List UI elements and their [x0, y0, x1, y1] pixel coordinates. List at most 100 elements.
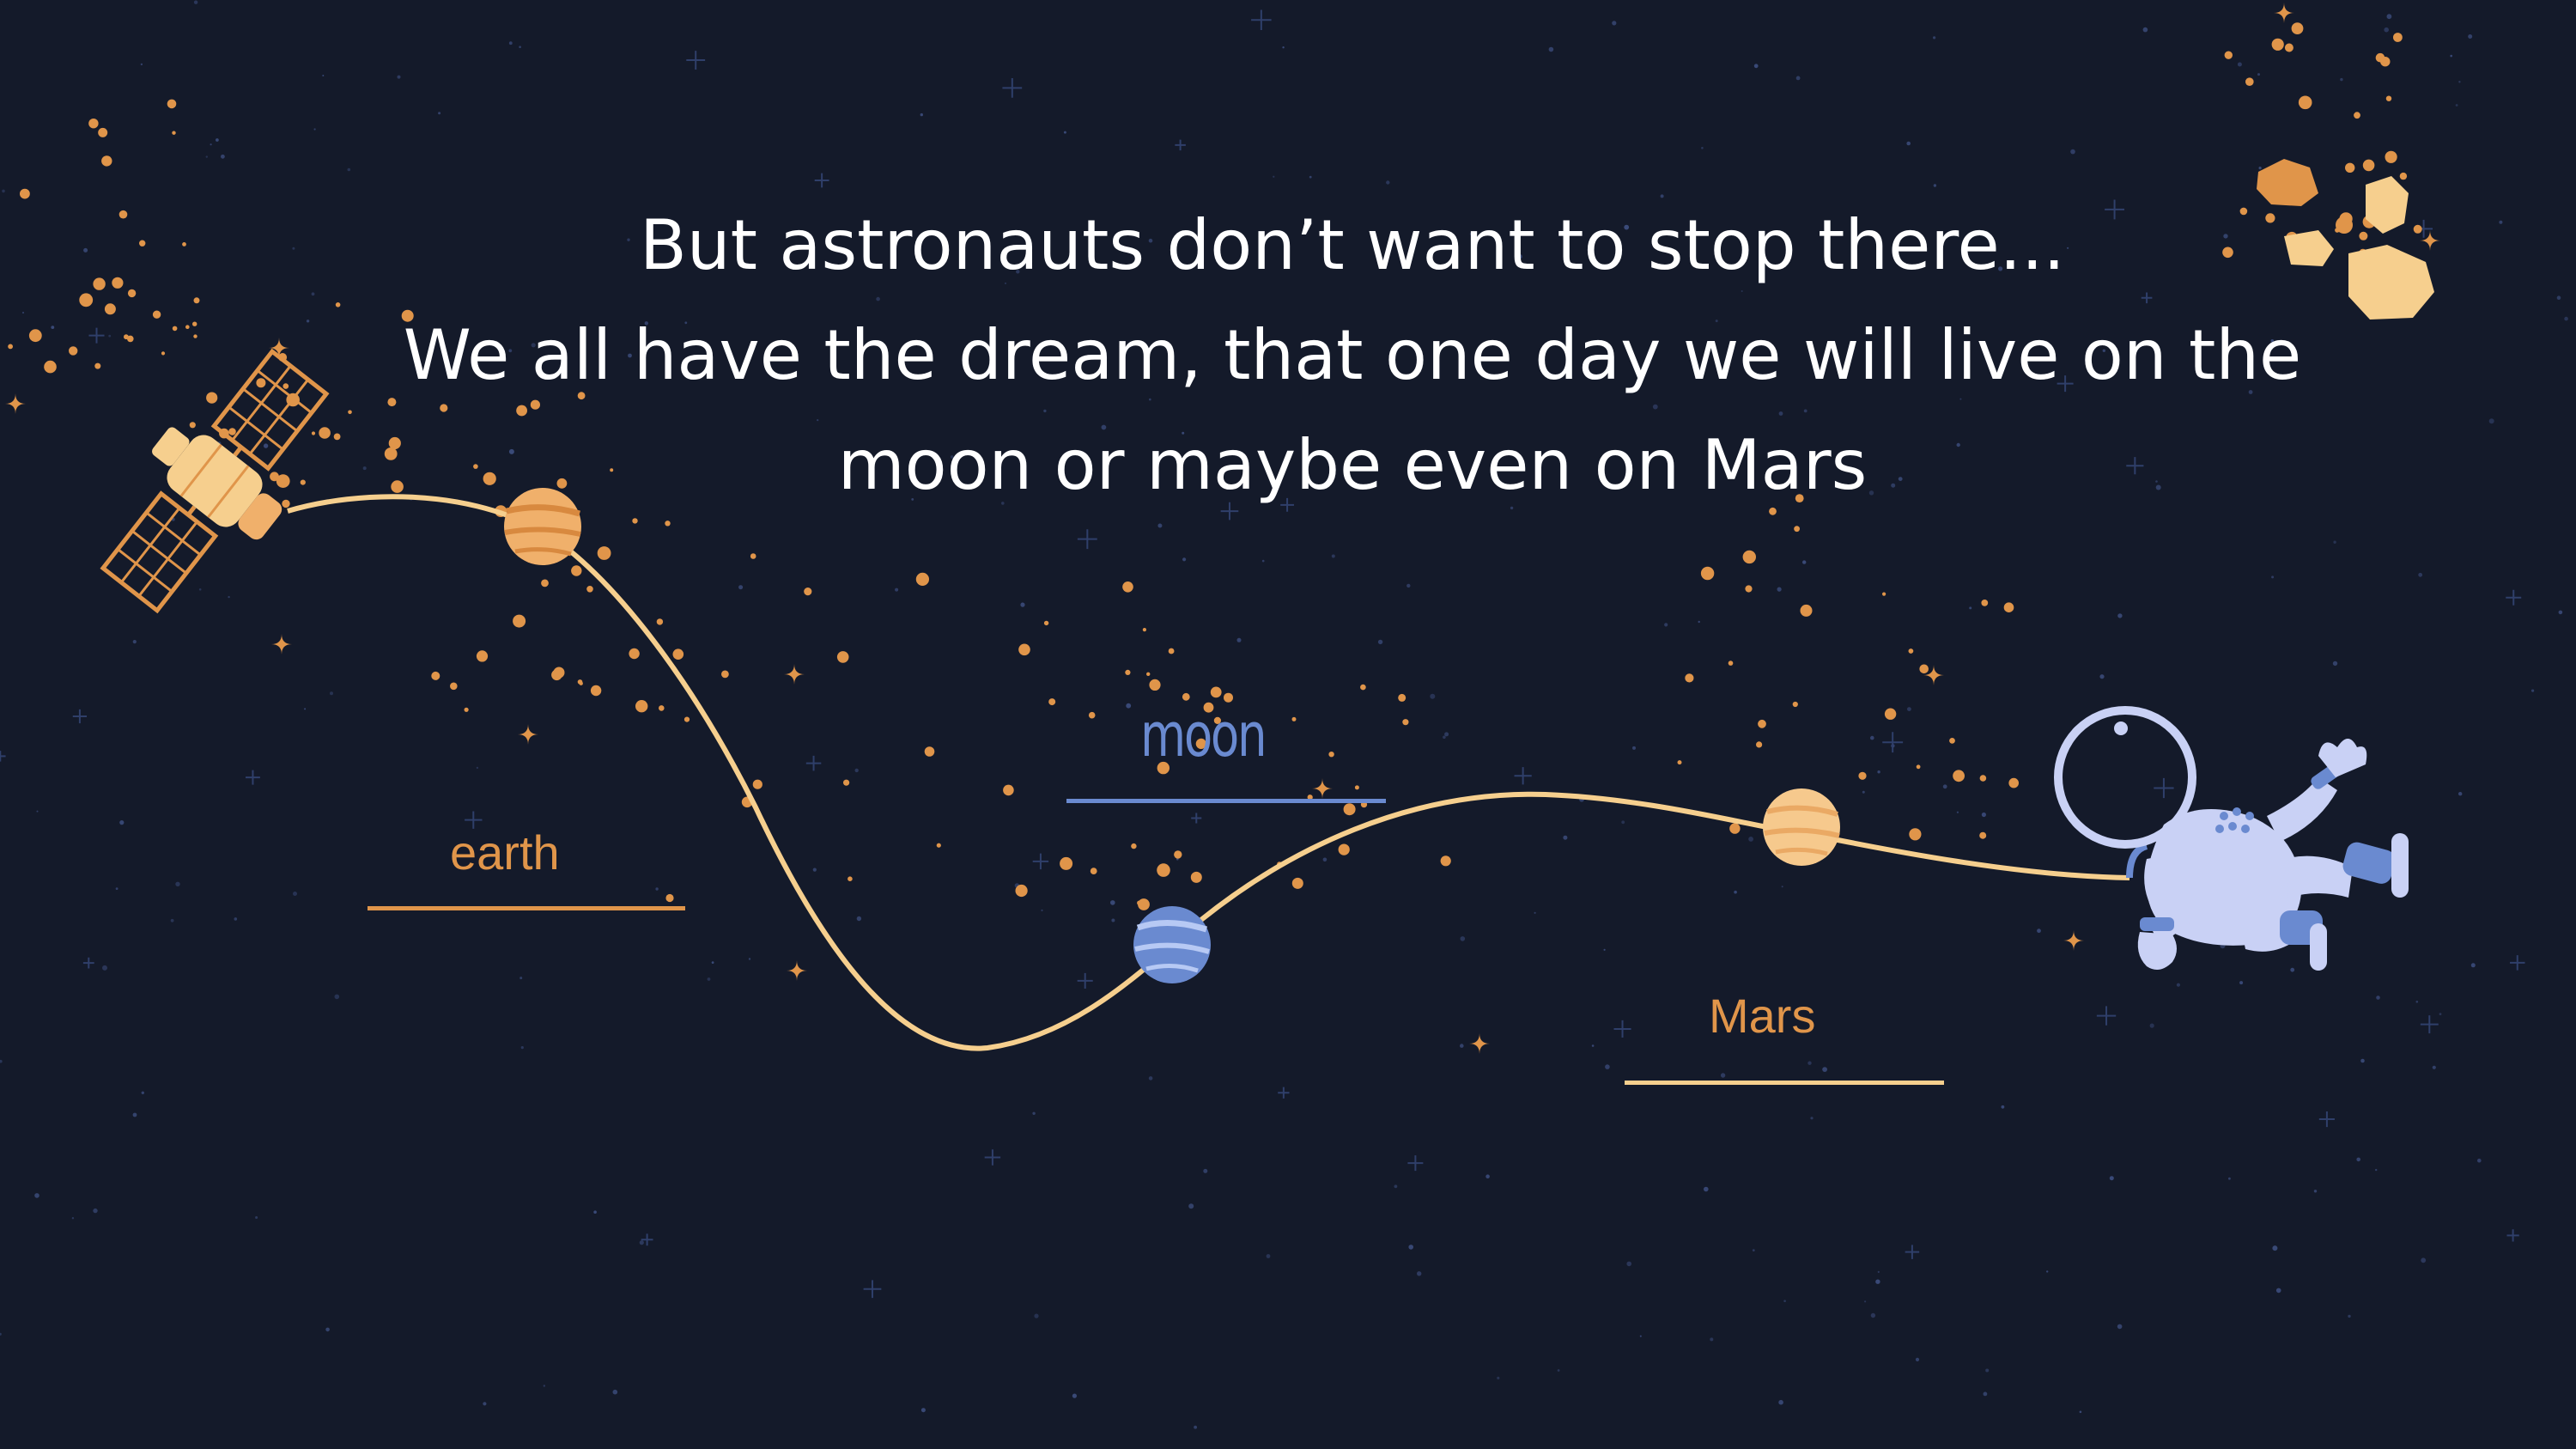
orange-dust-dot — [2298, 95, 2312, 110]
background-star — [263, 443, 269, 448]
background-cross-star — [88, 327, 105, 344]
background-star — [856, 916, 862, 922]
background-star — [1698, 620, 1700, 624]
background-star — [2239, 981, 2244, 985]
orange-dust-dot — [1909, 828, 1922, 841]
background-cross-star — [0, 751, 6, 762]
orange-dust-dot — [193, 334, 197, 338]
background-star — [325, 1327, 330, 1332]
orange-dust-dot — [388, 436, 401, 450]
background-star — [2376, 995, 2380, 1000]
background-star — [1802, 560, 1807, 564]
background-cross-star — [2096, 1006, 2117, 1026]
background-cross-star — [2057, 375, 2074, 393]
orange-dust-dot — [104, 303, 116, 315]
background-star — [1282, 46, 1285, 49]
orange-dust-dot — [2003, 602, 2014, 612]
background-star — [520, 1046, 524, 1050]
background-star — [1273, 175, 1275, 178]
background-cross-star — [1032, 853, 1049, 870]
sparkle-icon — [518, 724, 538, 745]
orange-dust-dot — [553, 667, 565, 679]
background-cross-star — [72, 709, 88, 724]
orange-dust-dot — [1745, 585, 1753, 593]
background-star — [1915, 1357, 1920, 1361]
background-star — [1444, 732, 1449, 737]
orange-dust-dot — [843, 779, 850, 786]
orange-dust-dot — [1949, 738, 1955, 744]
orange-dust-dot — [276, 474, 290, 488]
background-star — [1557, 1369, 1560, 1372]
orange-dust-dot — [1979, 775, 1987, 782]
background-star — [508, 349, 513, 353]
background-star — [1956, 442, 1960, 447]
background-star — [2432, 1065, 2436, 1069]
orange-dust-dot — [139, 240, 146, 247]
orange-dust-dot — [283, 383, 289, 389]
orange-dust-dot — [1307, 795, 1313, 801]
background-star — [2531, 689, 2535, 692]
background-star — [170, 918, 174, 922]
orange-dust-dot — [610, 468, 614, 472]
orange-dust-dot — [391, 480, 404, 493]
background-star — [1469, 233, 1473, 235]
background-star — [311, 292, 315, 296]
background-star — [2, 189, 5, 193]
background-star — [2155, 480, 2158, 483]
orange-dust-dot — [450, 682, 458, 691]
background-star — [895, 588, 899, 592]
orange-dust-dot — [586, 586, 593, 593]
sparkle-icon — [1312, 778, 1333, 799]
background-star — [2142, 27, 2148, 33]
background-star — [543, 1385, 545, 1387]
background-star — [2117, 613, 2123, 618]
background-star — [306, 320, 310, 323]
background-star — [2248, 390, 2253, 394]
orange-dust-dot — [88, 119, 99, 129]
mars-planet-icon — [1763, 788, 1840, 866]
orange-dust-dot — [172, 131, 176, 135]
orange-dust-dot — [152, 310, 161, 319]
orange-dust-dot — [185, 325, 190, 330]
astronaut-icon — [2054, 706, 2409, 971]
background-star — [175, 881, 180, 887]
mars-label: Mars — [1709, 989, 1816, 1043]
background-star — [1612, 21, 1617, 26]
background-star — [2450, 54, 2452, 58]
background-star — [1182, 557, 1187, 562]
background-star — [221, 154, 225, 159]
background-star — [2109, 1176, 2114, 1181]
background-star — [1720, 1073, 1726, 1078]
background-star — [1906, 141, 1911, 146]
background-star — [1149, 398, 1151, 401]
background-cross-star — [863, 1280, 882, 1299]
background-star — [2228, 1177, 2231, 1180]
background-star — [1998, 266, 2003, 271]
orange-dust-dot — [1440, 855, 1451, 867]
orange-dust-dot — [101, 155, 112, 167]
orange-dust-dot — [2265, 213, 2275, 223]
background-star — [2237, 62, 2242, 67]
background-star — [83, 247, 88, 253]
background-star — [2415, 1001, 2419, 1003]
background-star — [1753, 64, 1759, 69]
orange-dust-dot — [1794, 526, 1801, 533]
orange-dust-dot — [118, 210, 128, 219]
orange-dust-dot — [629, 648, 640, 660]
background-star — [2499, 220, 2503, 224]
background-star — [1969, 606, 1972, 610]
orange-dust-dot — [2385, 150, 2397, 163]
background-star — [193, 0, 198, 4]
orange-dust-dot — [28, 329, 42, 343]
orange-dust-dot — [161, 351, 166, 356]
background-star — [1907, 707, 1911, 711]
background-star — [362, 466, 367, 471]
orange-dust-dot — [1210, 686, 1222, 698]
sparkle-icon — [1923, 665, 1944, 685]
background-star — [1877, 1270, 1880, 1273]
orange-dust-dot — [1213, 716, 1221, 725]
orange-dust-dot — [2222, 247, 2233, 259]
background-star — [330, 691, 333, 696]
background-star — [1041, 909, 1043, 911]
